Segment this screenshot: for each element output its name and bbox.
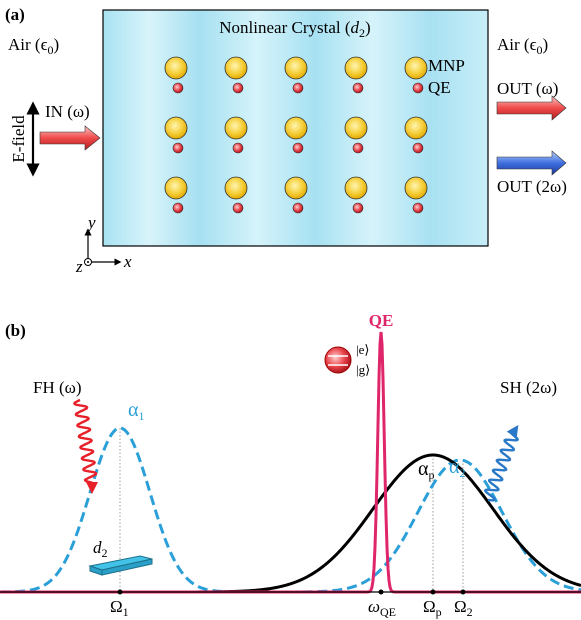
crystal-title: Nonlinear Crystal (d2)	[219, 18, 370, 40]
mnp	[164, 56, 188, 80]
qe-peak-label: QE	[369, 311, 394, 330]
qe	[292, 82, 304, 94]
qe	[352, 82, 364, 94]
sh-label: SH (2ω)	[500, 378, 557, 397]
omegap-label: Ωp	[423, 597, 442, 619]
qe	[412, 142, 424, 154]
alphap-curve	[0, 453, 581, 594]
qe-curve	[0, 331, 581, 594]
out-sh-arrow	[496, 150, 567, 176]
mnp	[164, 176, 188, 200]
z-axis-label: z	[75, 257, 83, 276]
ket-g: |g⟩	[356, 362, 370, 377]
qe	[352, 202, 364, 214]
panel-label: (b)	[5, 321, 26, 340]
panel-label: (a)	[5, 5, 25, 24]
fh-label: FH (ω)	[33, 378, 82, 397]
mnp	[404, 176, 428, 200]
mnp	[224, 116, 248, 140]
z-axis-dot	[87, 261, 89, 263]
qe	[292, 142, 304, 154]
air-left: Air (ϵ0)	[8, 35, 59, 57]
mnp	[164, 116, 188, 140]
qe	[412, 202, 424, 214]
d2-label: d2	[93, 538, 108, 560]
qe-label: QE	[428, 78, 451, 97]
air-right: Air (ϵ0)	[497, 35, 548, 57]
out-fh-arrow	[496, 95, 567, 121]
x-axis-label: x	[123, 252, 132, 271]
alphap-label: αp	[418, 458, 434, 482]
mnp	[284, 176, 308, 200]
ket-e: |e⟩	[356, 342, 369, 357]
alpha2-label: α2	[449, 456, 465, 480]
qe	[412, 82, 424, 94]
mnp	[344, 56, 368, 80]
qe	[292, 202, 304, 214]
out-fh-label: OUT (ω)	[497, 79, 558, 98]
crystal-icon-side	[89, 558, 153, 576]
alpha1-label: α1	[128, 399, 144, 423]
mnp	[224, 56, 248, 80]
efield-label: E-field	[9, 115, 28, 163]
mnp	[344, 116, 368, 140]
y-axis-label: y	[86, 213, 96, 232]
omega2-label: Ω2	[454, 597, 473, 619]
qe	[172, 82, 184, 94]
sh-photon	[484, 425, 519, 502]
particle-array	[164, 56, 428, 214]
omega1-label: Ω1	[110, 597, 129, 619]
in-arrow	[39, 125, 101, 151]
mnp-label: MNP	[428, 56, 465, 75]
qe	[172, 142, 184, 154]
mnp	[404, 116, 428, 140]
qe	[232, 82, 244, 94]
mnp	[224, 176, 248, 200]
qe	[172, 202, 184, 214]
out-sh-label: OUT (2ω)	[497, 177, 567, 196]
fh-photon	[73, 398, 98, 494]
mnp	[284, 116, 308, 140]
qe	[232, 202, 244, 214]
qe	[352, 142, 364, 154]
in-label: IN (ω)	[45, 102, 90, 121]
spectra	[0, 331, 581, 595]
qe-icon	[324, 346, 352, 374]
mnp	[284, 56, 308, 80]
omegaqe-label: ωQE	[368, 597, 396, 619]
mnp	[344, 176, 368, 200]
mnp	[404, 56, 428, 80]
qe	[232, 142, 244, 154]
